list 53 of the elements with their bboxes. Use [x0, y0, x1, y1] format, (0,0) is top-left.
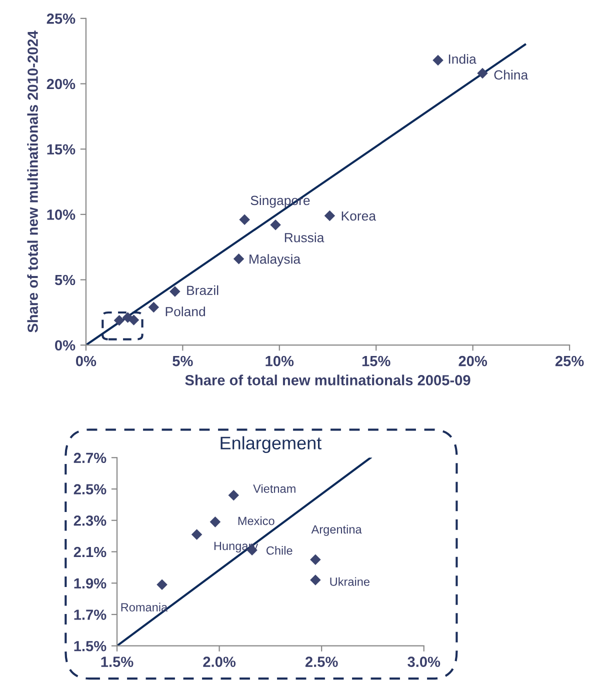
x-tick-label: 5% — [172, 356, 193, 366]
annotation: Mexico — [238, 516, 274, 526]
point — [270, 219, 281, 230]
y-tick-label: 5% — [54, 274, 76, 286]
y-tick-label: 2.1% — [74, 546, 106, 558]
point — [156, 579, 168, 590]
point — [191, 529, 202, 540]
x-tick-label: 1.5% — [101, 656, 134, 667]
annotation: Korea — [342, 211, 376, 221]
y-tick-label: 2.3% — [74, 515, 106, 526]
x-tick-label: 15% — [362, 356, 390, 366]
y-tick-label: 25% — [46, 14, 76, 24]
annotation: Brazil — [187, 285, 218, 296]
annotation: Argentina — [311, 524, 362, 536]
x-tick-label: 2.0% — [203, 656, 236, 667]
point — [310, 554, 321, 565]
point — [228, 490, 239, 501]
point — [239, 214, 250, 226]
annotation: Romania — [121, 602, 168, 612]
point — [148, 302, 160, 313]
point — [128, 314, 140, 326]
annotation: Chile — [266, 546, 292, 555]
point — [310, 574, 321, 586]
y-axis-title: Share of total new multinationals 2010-2024 — [27, 30, 38, 332]
point — [477, 68, 488, 79]
y-tick-label: 20% — [46, 78, 76, 90]
y-tick-label: 1.7% — [74, 610, 106, 620]
point — [233, 253, 244, 264]
annotation: Poland — [166, 306, 206, 316]
y-tick-label: 15% — [47, 144, 76, 155]
point — [170, 286, 180, 297]
annotation: Malaysia — [250, 254, 301, 266]
y-tick-label: 2.5% — [74, 484, 106, 494]
y-tick-label: 10% — [47, 210, 76, 220]
x-tick-label: 10% — [266, 356, 294, 366]
x-tick-label: 25% — [555, 356, 584, 366]
x-axis-title: Share of total new multinationals 2005-09 — [185, 374, 470, 386]
annotation: India — [448, 54, 476, 64]
y-tick-label: 1.9% — [74, 578, 106, 589]
x-tick-label: 3.0% — [408, 656, 440, 668]
annotation: Ukraine — [330, 577, 370, 586]
y-tick-label: 2.7% — [74, 452, 106, 464]
chart-title: Enlargement — [220, 436, 322, 454]
point — [324, 210, 336, 222]
annotation: Vietnam — [253, 484, 296, 493]
annotation: Russia — [284, 232, 324, 242]
x-tick-label: 20% — [458, 356, 488, 366]
x-tick-label: 2.5% — [305, 656, 338, 667]
point — [432, 54, 444, 66]
annotation: China — [494, 70, 528, 80]
y-tick-label: 1.5% — [74, 640, 106, 652]
y-tick-label: 0% — [55, 340, 76, 351]
point — [210, 516, 221, 528]
